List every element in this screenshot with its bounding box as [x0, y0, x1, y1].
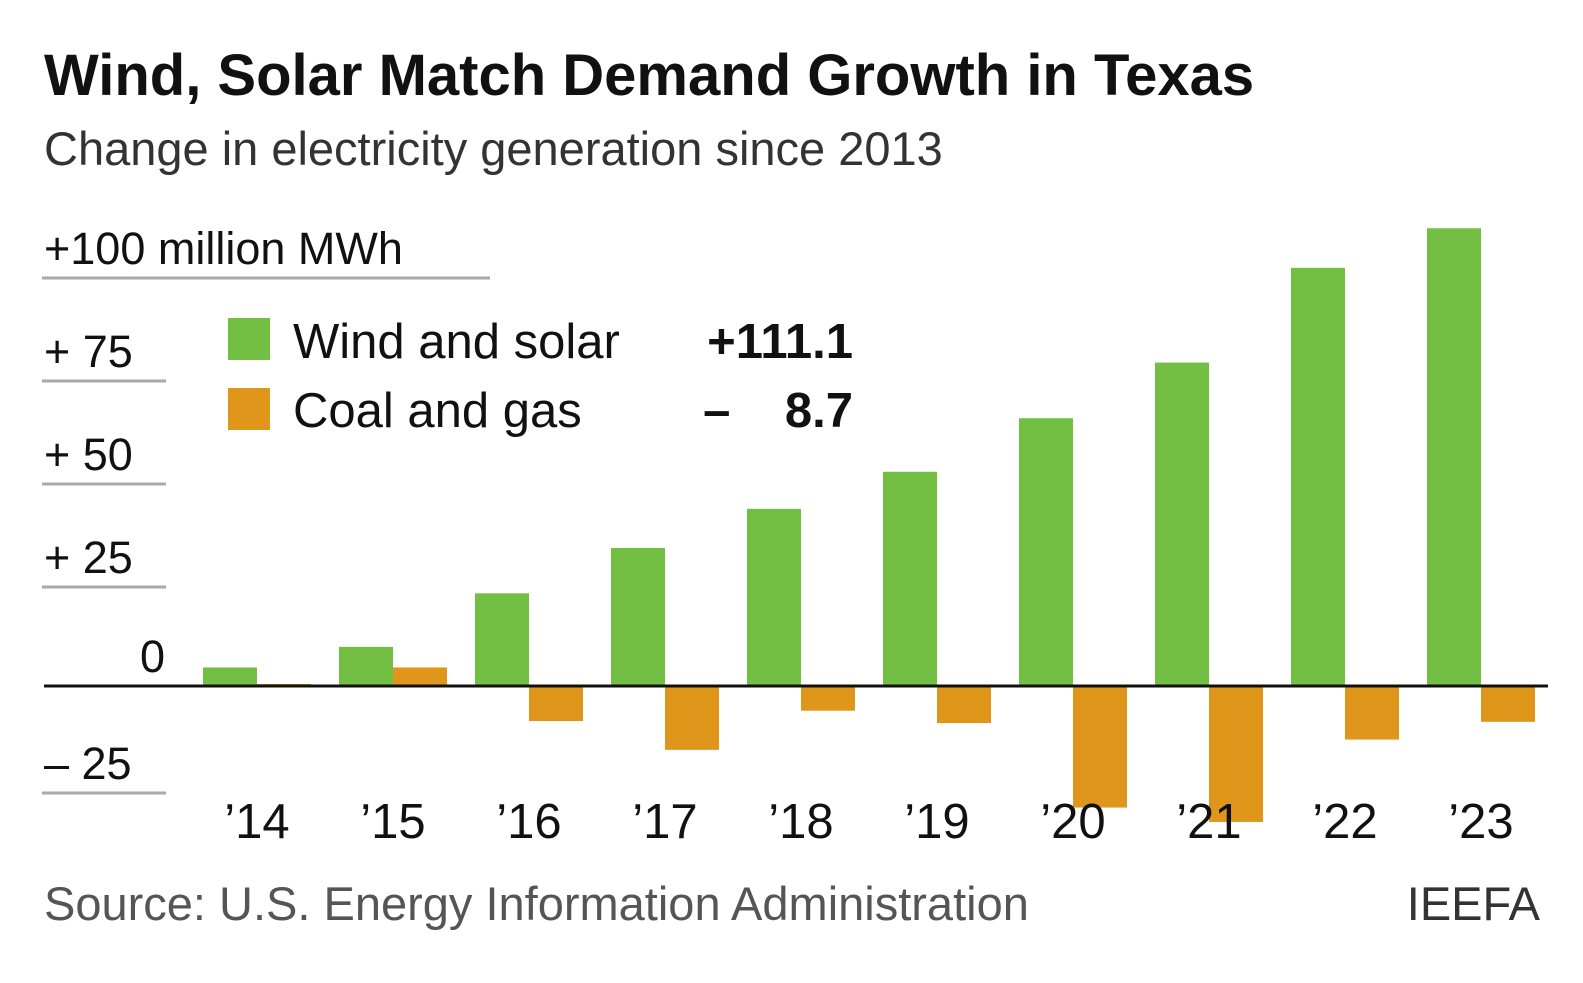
y-tick-label: +100 million MWh: [44, 223, 403, 274]
x-tick-label: ’22: [1312, 795, 1377, 849]
bar-coal-gas: [1073, 686, 1127, 808]
legend-swatch-coal-gas: [228, 388, 270, 430]
x-tick-label: ’18: [768, 795, 833, 849]
bar-coal-gas: [1209, 686, 1263, 822]
legend-label-wind-solar: Wind and solar: [293, 315, 620, 369]
bars: [203, 228, 1535, 822]
y-tick-label: – 25: [44, 738, 132, 789]
y-axis-tick-labels: +100 million MWh + 75 + 50 + 250 – 25: [44, 223, 403, 789]
bar-coal-gas: [1481, 686, 1535, 722]
legend-swatch-wind-solar: [228, 318, 270, 360]
bar-wind-solar: [1291, 267, 1345, 686]
x-tick-label: ’15: [360, 795, 425, 849]
bar-coal-gas: [393, 667, 447, 686]
chart-subtitle: Change in electricity generation since 2…: [44, 122, 943, 175]
x-tick-label: ’14: [224, 795, 289, 849]
bar-wind-solar: [1155, 362, 1209, 686]
bar-wind-solar: [1427, 228, 1481, 686]
y-tick-label: + 50: [44, 429, 133, 480]
bar-coal-gas: [937, 686, 991, 724]
legend-value-coal-gas: – 8.7: [703, 384, 853, 438]
legend: Wind and solar +111.1 Coal and gas – 8.7: [228, 315, 853, 438]
x-tick-label: ’20: [1040, 795, 1105, 849]
y-tick-label: 0: [140, 631, 165, 682]
x-tick-label: ’19: [904, 795, 969, 849]
bar-wind-solar: [339, 646, 393, 686]
bar-coal-gas: [801, 686, 855, 711]
brand-logo-text: IEEFA: [1407, 877, 1541, 930]
x-tick-label: ’21: [1176, 795, 1241, 849]
y-tick-label: + 25: [44, 532, 133, 583]
legend-value-wind-solar: +111.1: [707, 315, 853, 369]
x-axis-tick-labels: ’14 ’15 ’16 ’17 ’18 ’19 ’20 ’21 ’22 ’23: [224, 795, 1513, 849]
bar-wind-solar: [1019, 418, 1073, 686]
legend-label-coal-gas: Coal and gas: [293, 384, 582, 438]
bar-wind-solar: [203, 667, 257, 686]
bar-coal-gas: [665, 686, 719, 750]
bar-coal-gas: [529, 686, 583, 722]
gridlines: [42, 276, 490, 795]
chart-title: Wind, Solar Match Demand Growth in Texas: [44, 43, 1254, 108]
x-tick-label: ’17: [632, 795, 697, 849]
source-note: Source: U.S. Energy Information Administ…: [44, 877, 1029, 930]
bar-wind-solar: [611, 547, 665, 686]
y-tick-label: + 75: [44, 326, 133, 377]
bar-wind-solar: [475, 593, 529, 686]
bar-coal-gas: [1345, 686, 1399, 740]
x-tick-label: ’16: [496, 795, 561, 849]
bar-wind-solar: [883, 471, 937, 686]
x-tick-label: ’23: [1448, 795, 1513, 849]
bar-wind-solar: [747, 508, 801, 686]
